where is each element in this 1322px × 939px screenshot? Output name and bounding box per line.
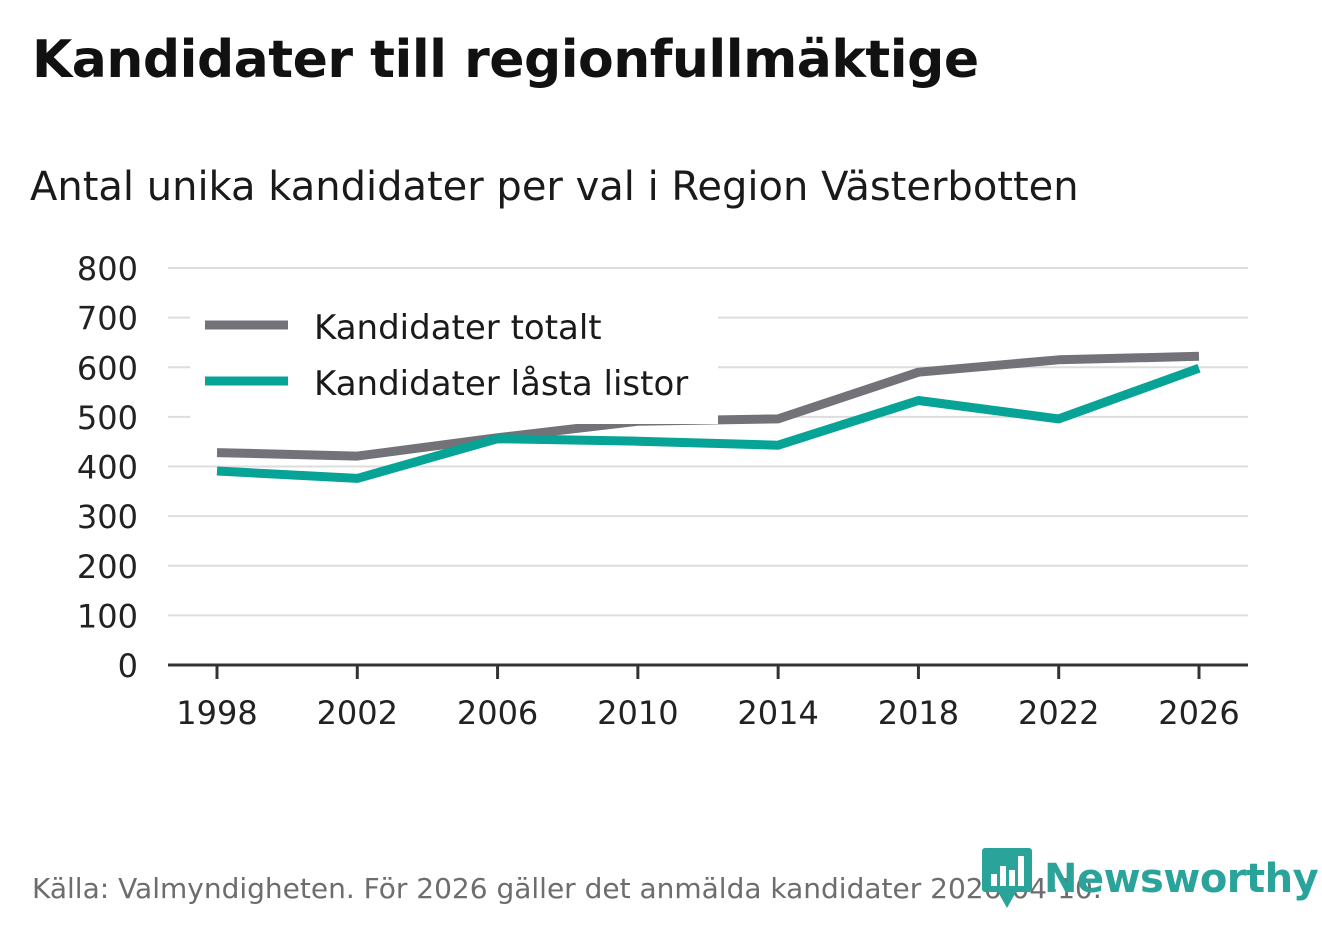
x-tick-label: 2022: [1018, 694, 1099, 732]
chart-subtitle: Antal unika kandidater per val i Region …: [30, 164, 1079, 210]
brand-logo: Newsworthy: [982, 848, 1319, 910]
y-tick-label: 200: [77, 548, 138, 586]
x-tick-label: 2006: [457, 694, 538, 732]
x-tick-label: 2002: [317, 694, 398, 732]
y-tick-label: 600: [77, 349, 138, 387]
y-tick-label: 500: [77, 399, 138, 437]
x-tick-label: 2014: [737, 694, 818, 732]
legend-background: [190, 296, 718, 424]
x-tick-label: 2010: [597, 694, 678, 732]
x-tick-label: 1998: [176, 694, 257, 732]
legend-label-locked: Kandidater låsta listor: [314, 364, 688, 404]
y-tick-label: 300: [77, 498, 138, 536]
y-tick-label: 700: [77, 300, 138, 338]
y-axis-ticks: 0 100 200 300 400 500 600 700 800: [77, 250, 138, 685]
legend-label-total: Kandidater totalt: [314, 308, 602, 348]
legend: Kandidater totalt Kandidater låsta listo…: [190, 296, 718, 424]
chart-title: Kandidater till regionfullmäktige: [32, 30, 979, 90]
y-tick-label: 800: [77, 250, 138, 288]
source-note: Källa: Valmyndigheten. För 2026 gäller d…: [32, 872, 1102, 905]
bar-chart-speech-bubble-icon: [982, 848, 1032, 908]
y-tick-label: 100: [77, 597, 138, 635]
y-tick-label: 400: [77, 449, 138, 487]
y-tick-label: 0: [118, 647, 138, 685]
series-line-locked: [216, 363, 1201, 483]
x-tick-label: 2026: [1158, 694, 1239, 732]
x-axis: 1998 2002 2006 2010 2014 2018 2022 2026: [168, 663, 1248, 732]
brand-name: Newsworthy: [1044, 856, 1319, 902]
x-tick-label: 2018: [878, 694, 959, 732]
